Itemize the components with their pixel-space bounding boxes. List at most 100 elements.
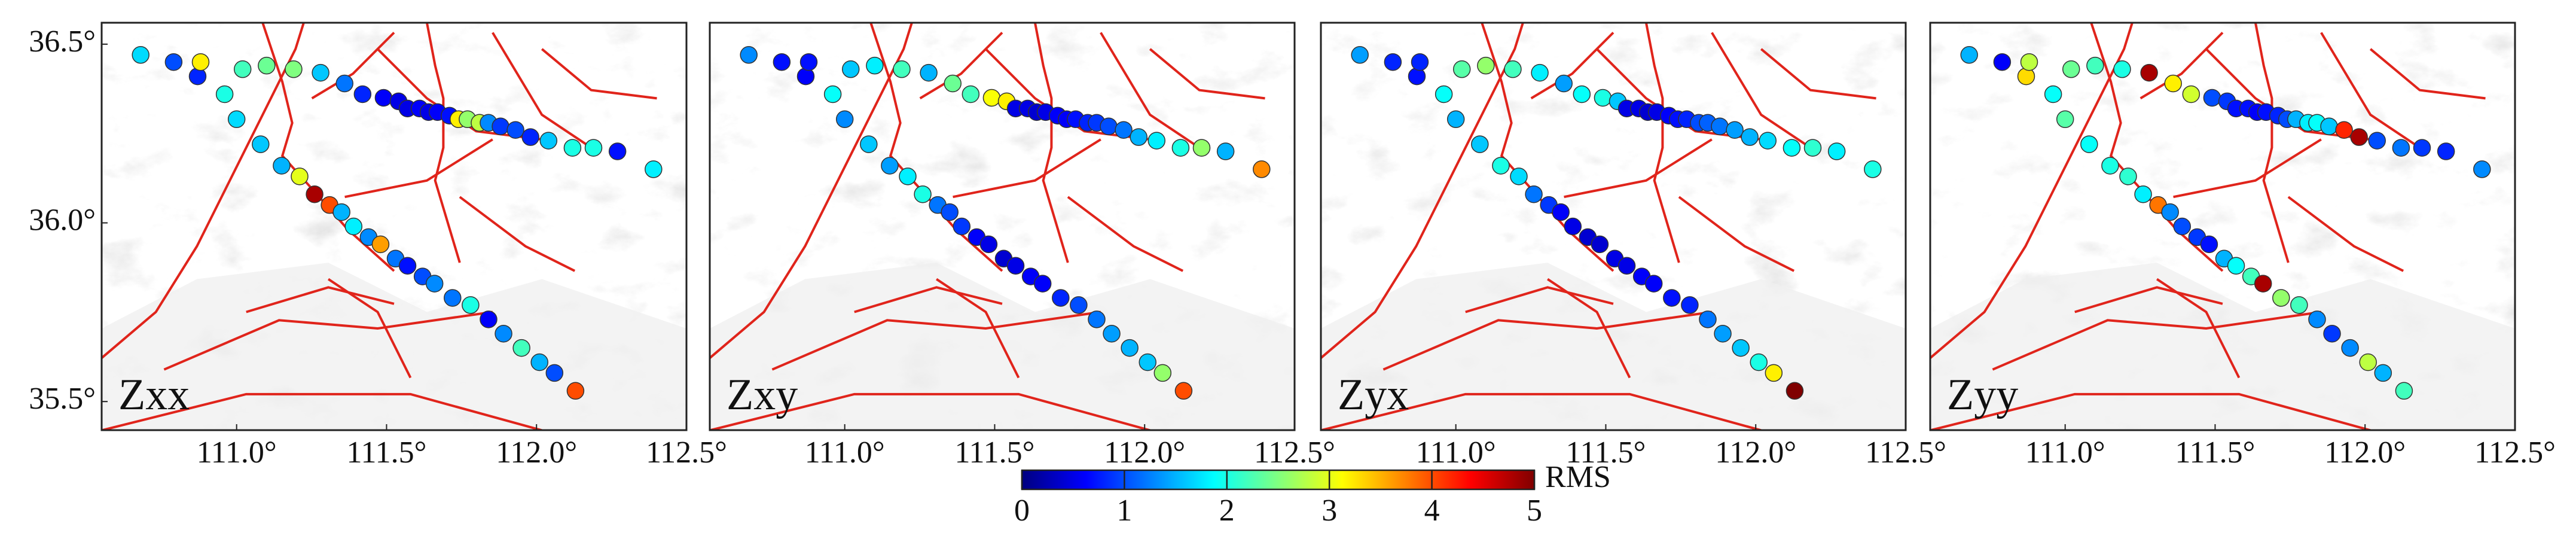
station-point	[273, 157, 291, 175]
station-point	[841, 60, 860, 78]
station-point	[645, 160, 663, 178]
station-point	[920, 63, 938, 82]
fault-line	[710, 392, 1150, 430]
station-point	[480, 310, 498, 328]
station-point	[2200, 235, 2218, 254]
station-point	[539, 132, 558, 150]
station-point	[2413, 139, 2431, 157]
map-area	[1930, 23, 2515, 430]
station-point	[1434, 85, 1453, 103]
station-point	[1765, 364, 1783, 382]
fault-line	[2156, 278, 2241, 379]
station-point	[982, 89, 1001, 107]
station-point	[941, 203, 959, 221]
station-point	[1726, 121, 1744, 139]
station-point	[1408, 67, 1426, 86]
fault-line	[1321, 23, 1524, 359]
station-point	[1510, 168, 1528, 185]
station-point	[866, 56, 884, 75]
station-point	[1993, 53, 2012, 71]
station-point	[914, 185, 932, 203]
colorbar-tick-label: 2	[1219, 494, 1235, 528]
station-point	[1253, 160, 1271, 178]
station-point	[2140, 63, 2158, 82]
station-point	[233, 60, 252, 78]
station-point	[2254, 275, 2272, 293]
station-point	[823, 85, 842, 103]
station-point	[2368, 132, 2386, 150]
fault-line	[1711, 32, 1811, 149]
fault-line	[2074, 286, 2223, 313]
station-point	[492, 117, 509, 135]
station-point	[306, 185, 323, 203]
station-point	[2080, 135, 2098, 153]
station-point	[2056, 110, 2074, 129]
panel-title: Zyy	[1947, 370, 2018, 419]
station-point	[962, 85, 980, 103]
colorbar-tick-label: 3	[1321, 494, 1337, 528]
station-point	[1446, 110, 1465, 129]
station-point	[530, 353, 548, 372]
station-point	[1216, 142, 1235, 160]
fault-line	[1564, 138, 1713, 199]
station-point	[799, 53, 818, 71]
station-point	[258, 56, 276, 75]
station-point	[1115, 121, 1133, 139]
fault-line	[2254, 23, 2290, 263]
fault-line	[1100, 32, 1200, 149]
fault-line	[2287, 196, 2404, 272]
station-point	[332, 203, 350, 221]
station-point	[2308, 310, 2326, 328]
station-point	[2164, 74, 2182, 93]
station-point	[188, 67, 207, 86]
station-point	[1591, 235, 1609, 254]
fault-line	[710, 23, 913, 359]
x-tick-label: 112.0°	[2324, 436, 2406, 470]
x-tick-label: 112.0°	[1715, 436, 1796, 470]
station-point	[1759, 132, 1777, 150]
station-point	[2359, 353, 2377, 372]
station-point	[979, 235, 998, 254]
station-point	[1452, 60, 1471, 78]
station-point	[2062, 60, 2080, 78]
colorbar-tick-label: 0	[1014, 494, 1030, 528]
panel-frame	[709, 22, 1296, 431]
map-area	[710, 23, 1295, 430]
station-point	[1525, 185, 1543, 203]
station-point	[2182, 85, 2200, 103]
fault-line	[1530, 32, 1614, 100]
station-point	[1100, 117, 1118, 135]
station-point	[835, 110, 854, 129]
station-point	[2392, 139, 2410, 157]
fault-line	[246, 286, 395, 313]
station-point	[566, 382, 585, 400]
station-point	[1714, 324, 1732, 343]
fault-line	[102, 23, 305, 359]
fault-line	[953, 138, 1101, 199]
station-point	[164, 53, 183, 71]
station-point	[2173, 217, 2192, 236]
fault-line	[1930, 23, 2134, 359]
fault-line	[1067, 196, 1184, 272]
station-point	[860, 135, 878, 153]
station-point	[1960, 46, 1978, 64]
station-point	[371, 235, 390, 254]
station-point	[227, 110, 246, 129]
station-point	[2227, 257, 2245, 275]
station-point	[1564, 217, 1582, 236]
station-point	[1052, 289, 1070, 307]
station-point	[1006, 257, 1025, 275]
station-point	[2290, 296, 2308, 314]
fault-line	[1465, 286, 1614, 313]
fault-line	[936, 278, 1020, 379]
colorbar-tick-label: 5	[1527, 494, 1542, 528]
station-point	[1555, 74, 1573, 93]
panel-frame	[100, 22, 688, 431]
station-point	[2086, 56, 2104, 75]
panel-title: Zxy	[727, 370, 798, 419]
fault-line	[1678, 196, 1795, 272]
station-point	[1153, 364, 1172, 382]
